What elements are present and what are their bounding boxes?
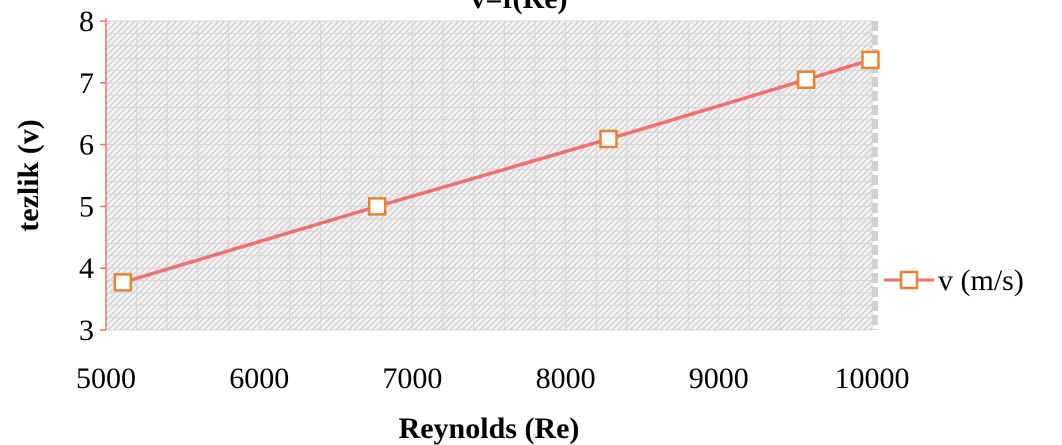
y-tick-label: 8 [79,5,94,38]
legend: v (m/s) [884,264,1024,297]
x-tick-label: 10000 [835,362,910,395]
series-layer [113,50,880,292]
legend-label: v (m/s) [938,264,1024,297]
y-tick-label: 4 [79,252,94,285]
y-tick-label: 7 [79,67,94,100]
x-tick-label: 5000 [76,362,136,395]
chart-title: v=f(Re) [470,0,567,15]
y-axis-title: tezlik (v) [12,119,45,231]
data-point [367,197,387,216]
gridlines [105,20,873,331]
x-tick-label: 8000 [536,362,596,395]
x-axis-title: Reynolds (Re) [399,412,580,445]
data-point [113,273,133,292]
y-tick-label: 3 [79,314,94,347]
data-point [796,70,816,89]
x-tick-label: 7000 [382,362,442,395]
x-tick-label: 9000 [689,362,749,395]
data-point [599,129,618,149]
x-tick-label: 6000 [229,362,289,395]
legend-marker [899,270,919,290]
y-axis-ticks: 3 4 5 6 7 8 [79,5,106,347]
y-tick-label: 6 [79,129,94,162]
y-tick-label: 5 [79,190,94,223]
data-point [861,50,880,70]
x-axis-ticks: 5000 6000 7000 8000 9000 10000 [76,362,910,395]
